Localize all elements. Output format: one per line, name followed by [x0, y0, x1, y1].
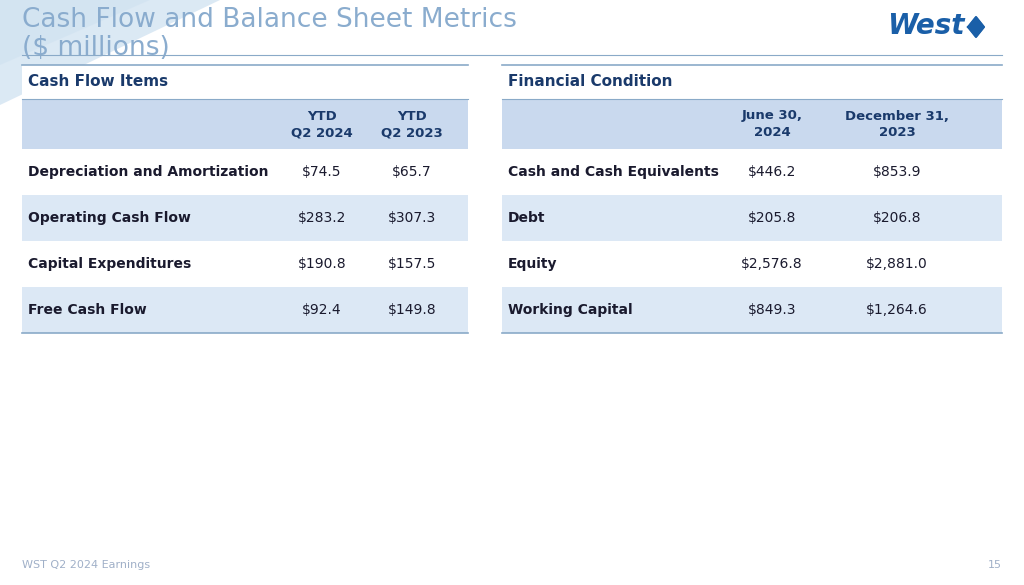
Polygon shape [0, 0, 150, 65]
Text: ($ millions): ($ millions) [22, 35, 170, 61]
FancyBboxPatch shape [22, 149, 468, 195]
Text: Q2 2024: Q2 2024 [291, 126, 353, 139]
Text: $205.8: $205.8 [748, 211, 797, 225]
Text: $190.8: $190.8 [298, 257, 346, 271]
Text: Q2 2023: Q2 2023 [381, 126, 442, 139]
Text: YTD: YTD [307, 109, 337, 122]
FancyBboxPatch shape [22, 65, 468, 99]
Text: WST Q2 2024 Earnings: WST Q2 2024 Earnings [22, 560, 151, 570]
Text: $92.4: $92.4 [302, 303, 342, 317]
Text: Operating Cash Flow: Operating Cash Flow [28, 211, 190, 225]
Text: Free Cash Flow: Free Cash Flow [28, 303, 146, 317]
Text: $157.5: $157.5 [388, 257, 436, 271]
Text: December 31,: December 31, [845, 109, 949, 122]
Text: $849.3: $849.3 [748, 303, 797, 317]
FancyBboxPatch shape [502, 149, 1002, 195]
FancyBboxPatch shape [502, 287, 1002, 333]
FancyBboxPatch shape [22, 195, 468, 241]
Text: $149.8: $149.8 [388, 303, 436, 317]
Text: $206.8: $206.8 [872, 211, 922, 225]
Text: $1,264.6: $1,264.6 [866, 303, 928, 317]
Text: 15: 15 [988, 560, 1002, 570]
Text: Cash Flow and Balance Sheet Metrics: Cash Flow and Balance Sheet Metrics [22, 7, 517, 33]
Text: West: West [888, 12, 965, 40]
FancyBboxPatch shape [502, 195, 1002, 241]
FancyBboxPatch shape [22, 99, 468, 149]
Text: June 30,: June 30, [741, 109, 803, 122]
Text: Debt: Debt [508, 211, 546, 225]
Text: Cash Flow Items: Cash Flow Items [28, 74, 168, 90]
Text: $283.2: $283.2 [298, 211, 346, 225]
Polygon shape [968, 17, 984, 37]
Text: Capital Expenditures: Capital Expenditures [28, 257, 191, 271]
Text: 2023: 2023 [879, 126, 915, 139]
Text: $853.9: $853.9 [872, 165, 922, 179]
Text: $65.7: $65.7 [392, 165, 432, 179]
Text: Depreciation and Amortization: Depreciation and Amortization [28, 165, 268, 179]
Text: $446.2: $446.2 [748, 165, 797, 179]
FancyBboxPatch shape [22, 241, 468, 287]
Text: Financial Condition: Financial Condition [508, 74, 673, 90]
Text: $307.3: $307.3 [388, 211, 436, 225]
FancyBboxPatch shape [502, 99, 1002, 149]
Text: $2,576.8: $2,576.8 [741, 257, 803, 271]
Text: Working Capital: Working Capital [508, 303, 633, 317]
Text: YTD: YTD [397, 109, 427, 122]
Text: 2024: 2024 [754, 126, 791, 139]
Text: $74.5: $74.5 [302, 165, 342, 179]
FancyBboxPatch shape [502, 65, 1002, 99]
Text: $2,881.0: $2,881.0 [866, 257, 928, 271]
Text: Cash and Cash Equivalents: Cash and Cash Equivalents [508, 165, 719, 179]
Polygon shape [0, 0, 220, 105]
FancyBboxPatch shape [22, 287, 468, 333]
Text: Equity: Equity [508, 257, 557, 271]
FancyBboxPatch shape [502, 241, 1002, 287]
